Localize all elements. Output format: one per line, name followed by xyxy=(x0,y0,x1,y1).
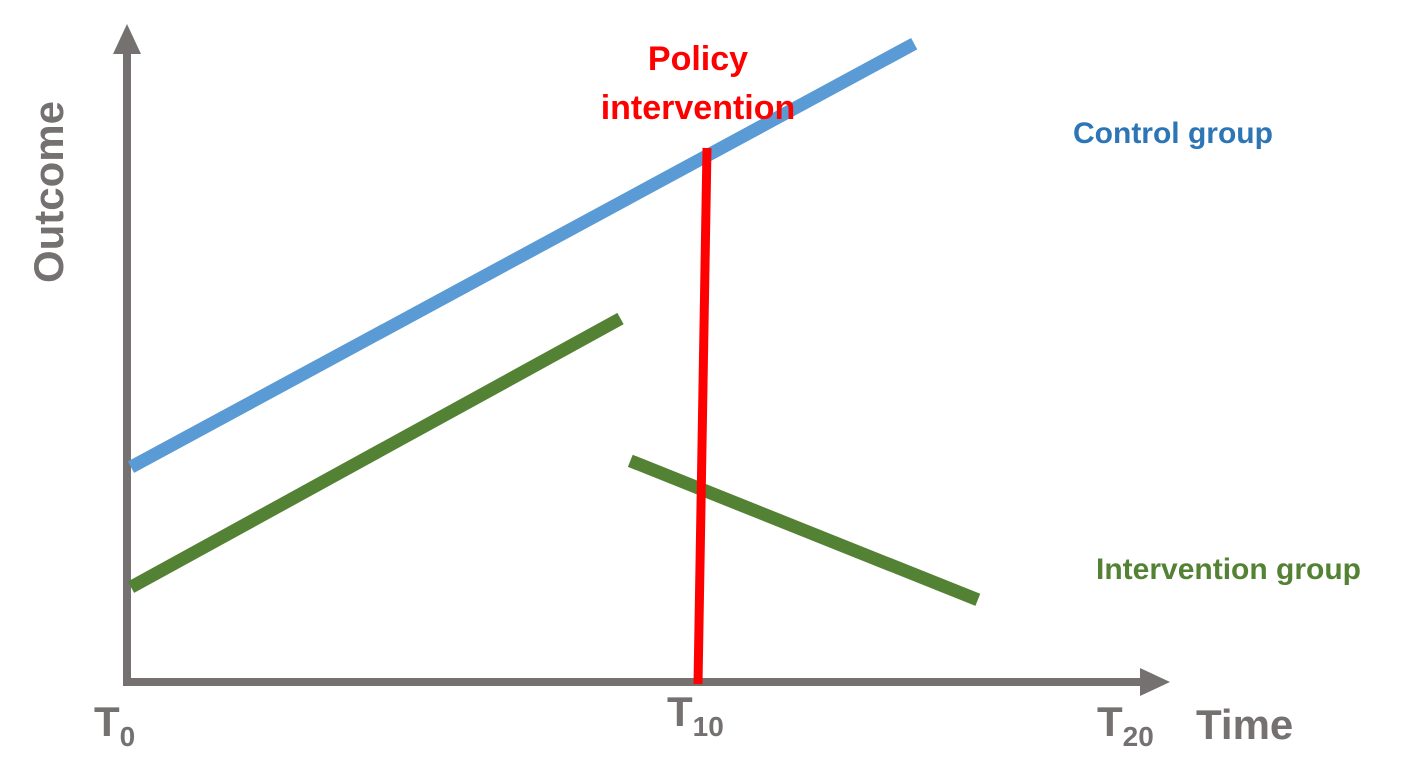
y-axis-title: Outcome xyxy=(25,101,72,283)
x-tick-label-t0: T0 xyxy=(94,698,135,752)
intervention-group-line-post xyxy=(627,454,981,606)
x-axis-arrowhead xyxy=(1140,668,1170,696)
x-tick-label-t10: T10 xyxy=(667,688,724,742)
policy-intervention-line xyxy=(693,147,712,685)
x-axis-title: Time xyxy=(1196,701,1293,748)
policy-intervention-label-line2: intervention xyxy=(601,89,796,127)
policy-intervention-label-line1: Policy xyxy=(648,40,748,78)
intervention-group-line-pre xyxy=(127,312,624,593)
control-group-label: Control group xyxy=(1073,117,1273,150)
control-group-line xyxy=(127,37,918,473)
x-tick-label-t20: T20 xyxy=(1097,698,1154,752)
intervention-group-label: Intervention group xyxy=(1096,553,1361,586)
y-axis-arrowhead xyxy=(113,24,141,54)
